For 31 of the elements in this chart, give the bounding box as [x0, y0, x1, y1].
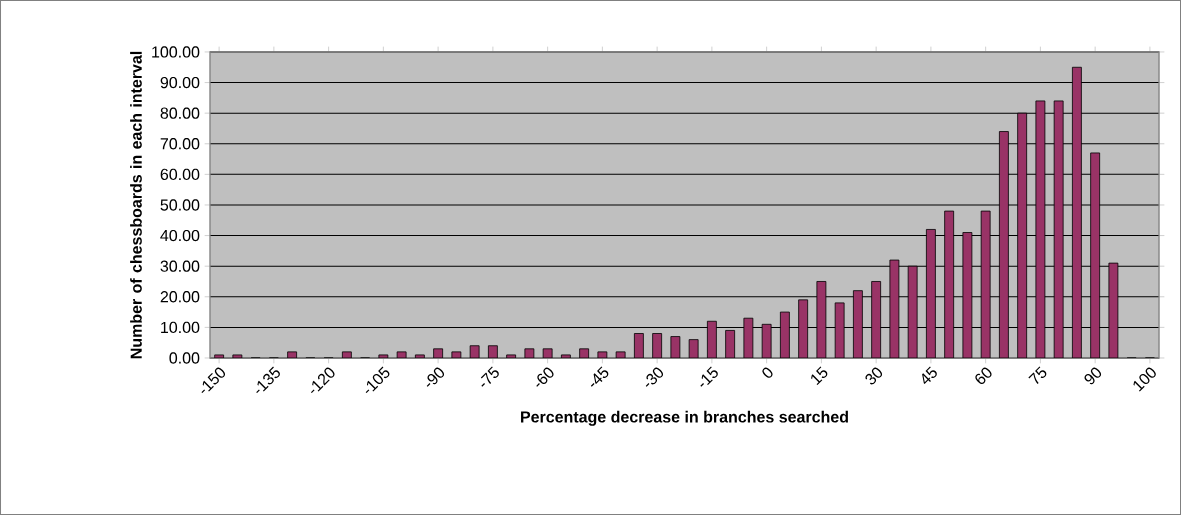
x-tick-label: 75 — [1028, 366, 1047, 384]
y-axis-title: Number of chessboards in each interval — [130, 51, 142, 359]
y-tick-label: 50.00 — [160, 199, 200, 211]
y-tick-label: 40.00 — [160, 229, 200, 242]
x-tick-label: -60 — [536, 367, 554, 387]
x-tick-label: -75 — [480, 366, 499, 387]
x-tick-label: -45 — [590, 366, 609, 387]
x-tick-label: 100 — [1133, 367, 1156, 392]
x-tick-label: -120 — [310, 367, 335, 394]
x-tick-label: 60 — [975, 367, 992, 384]
x-tick-label: -90 — [426, 367, 445, 387]
x-tick-label: 15 — [811, 366, 828, 386]
x-tick-label: -30 — [645, 367, 664, 387]
x-tick-label: -135 — [256, 366, 280, 394]
y-tick-label: 80.00 — [160, 107, 200, 119]
y-tick-label: 20.00 — [160, 291, 200, 303]
x-tick-label: -15 — [700, 366, 718, 387]
y-tick-label: 70.00 — [160, 138, 200, 150]
x-tick-label: 30 — [865, 367, 883, 385]
x-tick-label: 90 — [1084, 367, 1102, 385]
y-tick-label: 30.00 — [160, 260, 200, 272]
x-axis-title: Percentage decrease in branches searched — [521, 410, 848, 426]
y-tick-label: 10.00 — [161, 321, 200, 334]
x-tick-label: -150 — [201, 367, 226, 394]
y-tick-label: 90.00 — [160, 76, 200, 89]
x-tick-label: -105 — [365, 366, 390, 394]
y-tick-label: 0.00 — [169, 352, 200, 364]
x-tick-label: 45 — [922, 366, 937, 384]
y-tick-label: 100.00 — [152, 46, 200, 58]
x-tick-label: 0 — [762, 367, 773, 378]
y-tick-label: 60.00 — [160, 168, 200, 181]
